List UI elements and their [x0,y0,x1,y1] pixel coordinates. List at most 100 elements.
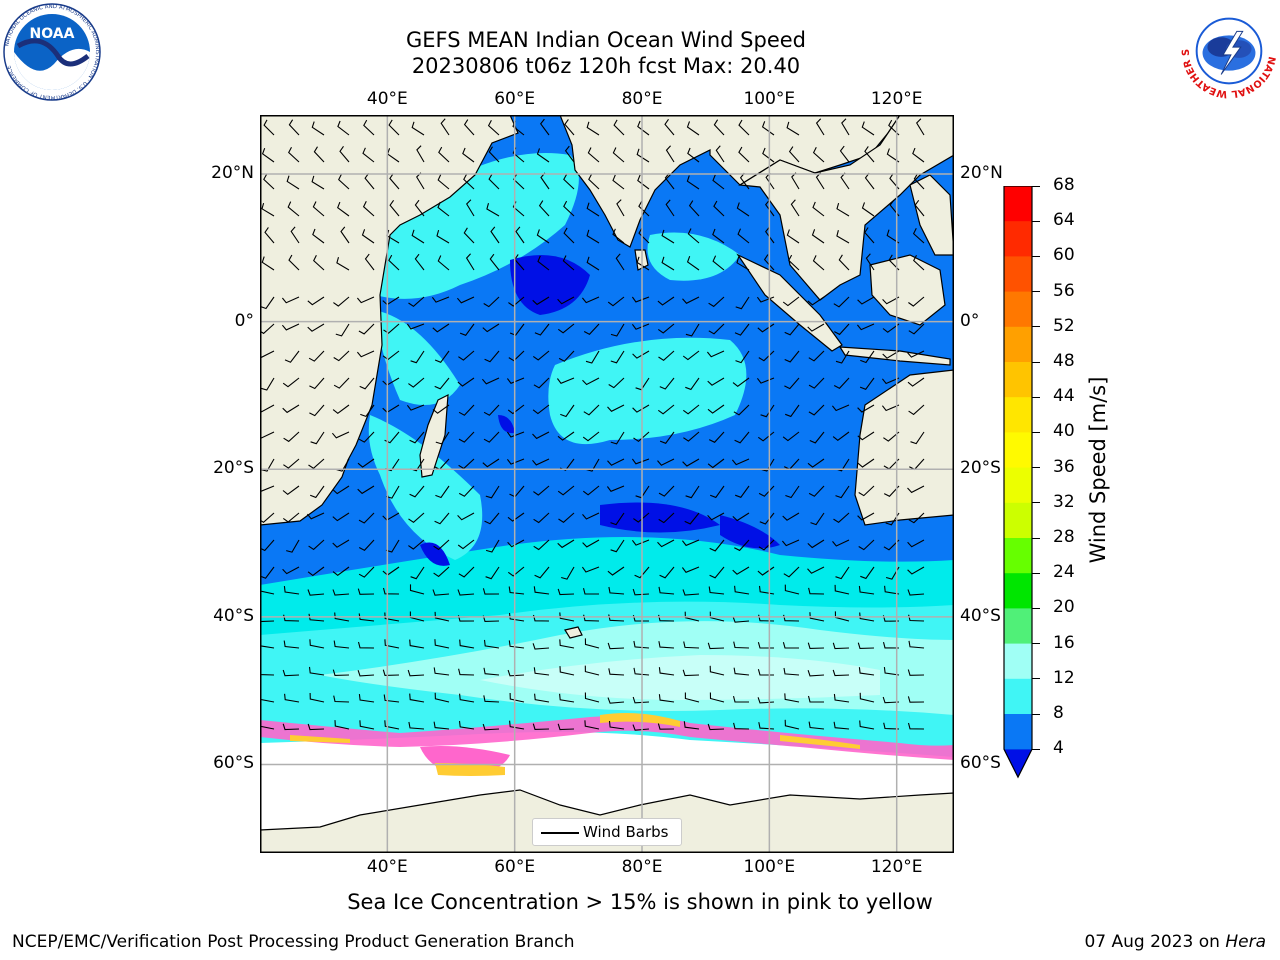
wind-barb [483,404,500,416]
wind-barb [661,229,675,244]
wind-barb [712,174,725,190]
wind-barb [686,175,700,190]
wind-barb [715,145,725,163]
wind-barb [683,721,700,730]
wind-barb [483,667,500,676]
wind-barb [283,640,300,649]
wind-barb [388,119,400,136]
wind-barb [288,254,300,271]
wind-barb [309,404,325,417]
wind-barb [781,539,800,547]
wind-barb [382,587,400,595]
wind-barb [865,253,875,271]
wind-barb [859,720,875,730]
wind-barb [657,323,675,334]
wind-barb [484,350,500,363]
wind-barb [507,539,525,548]
wind-barb [459,639,475,649]
wind-barb [333,695,350,703]
colorbar-tick-mark [1032,713,1040,715]
wind-barb [757,323,775,333]
wind-barb [261,148,275,163]
wind-barb [610,350,625,364]
wind-barb [858,585,875,595]
wind-barb [359,720,375,730]
wind-barb [532,404,550,415]
wind-barb [337,120,350,136]
wind-barb [861,202,875,217]
wind-barb [907,350,925,358]
wind-barb [613,119,625,136]
wind-barb [533,377,550,389]
wind-barb [260,404,275,413]
wind-barb [832,539,850,547]
wind-barb [332,669,350,676]
wind-barb [416,145,425,163]
wind-barb [732,695,750,703]
colorbar-tick-mark [1032,748,1040,750]
wind-barb [483,695,500,703]
wind-barb [384,612,400,622]
wind-barb [560,404,575,418]
wind-barb [284,693,300,703]
wind-barb [636,148,650,163]
wind-barb [633,431,650,442]
wind-barb [615,253,625,271]
wind-barb [408,721,425,730]
colorbar-tick-mark [1032,291,1040,293]
wind-barb [765,199,775,217]
wind-barb [606,485,625,492]
wind-barbs [260,118,925,731]
wind-barb [881,404,900,412]
wind-barb [757,431,775,442]
wind-barb [907,696,925,703]
wind-barb [389,199,400,217]
wind-barb [709,692,725,703]
colorbar-under-triangle [1004,749,1032,778]
wind-barb [657,723,675,730]
wind-barb [260,672,275,676]
wind-barb [762,147,775,163]
wind-barb [282,404,300,414]
wind-barb [810,512,825,526]
wind-barb [409,693,425,703]
wind-barb [610,431,625,445]
wind-barb [331,431,350,439]
wind-barb [732,566,750,575]
wind-barb [508,296,525,307]
wind-barb [563,173,575,190]
wind-barb [586,121,600,136]
colorbar-tick-label: 60 [1053,245,1075,266]
wind-barb [857,512,875,521]
wind-barb [532,350,550,361]
wind-barb [786,229,800,244]
wind-barb [406,323,425,330]
wind-barb [482,588,500,595]
wind-barb [357,670,375,677]
wind-barb [784,719,800,730]
wind-barb [362,201,375,217]
wind-barb [858,485,875,497]
colorbar-segment [1004,502,1032,539]
colorbar-segment [1004,678,1032,715]
wind-barb [458,350,475,361]
wind-barb [260,619,275,623]
wind-barb [287,201,300,217]
wind-barb [634,566,650,579]
wind-barb [564,119,575,136]
wind-barb [357,588,375,595]
wind-barb [665,199,675,217]
wind-barb [582,512,600,520]
colorbar-tick-mark [1032,537,1040,539]
wind-barb [882,350,900,359]
wind-barb [736,256,750,271]
colorbar [1003,186,1033,779]
wind-barb [508,586,525,595]
wind-barb [860,566,875,580]
wind-barb [832,669,850,677]
wind-barb [557,485,575,496]
wind-barb [733,722,750,730]
wind-barb [788,254,800,271]
wind-barb [765,226,775,244]
wind-barb [311,175,325,190]
